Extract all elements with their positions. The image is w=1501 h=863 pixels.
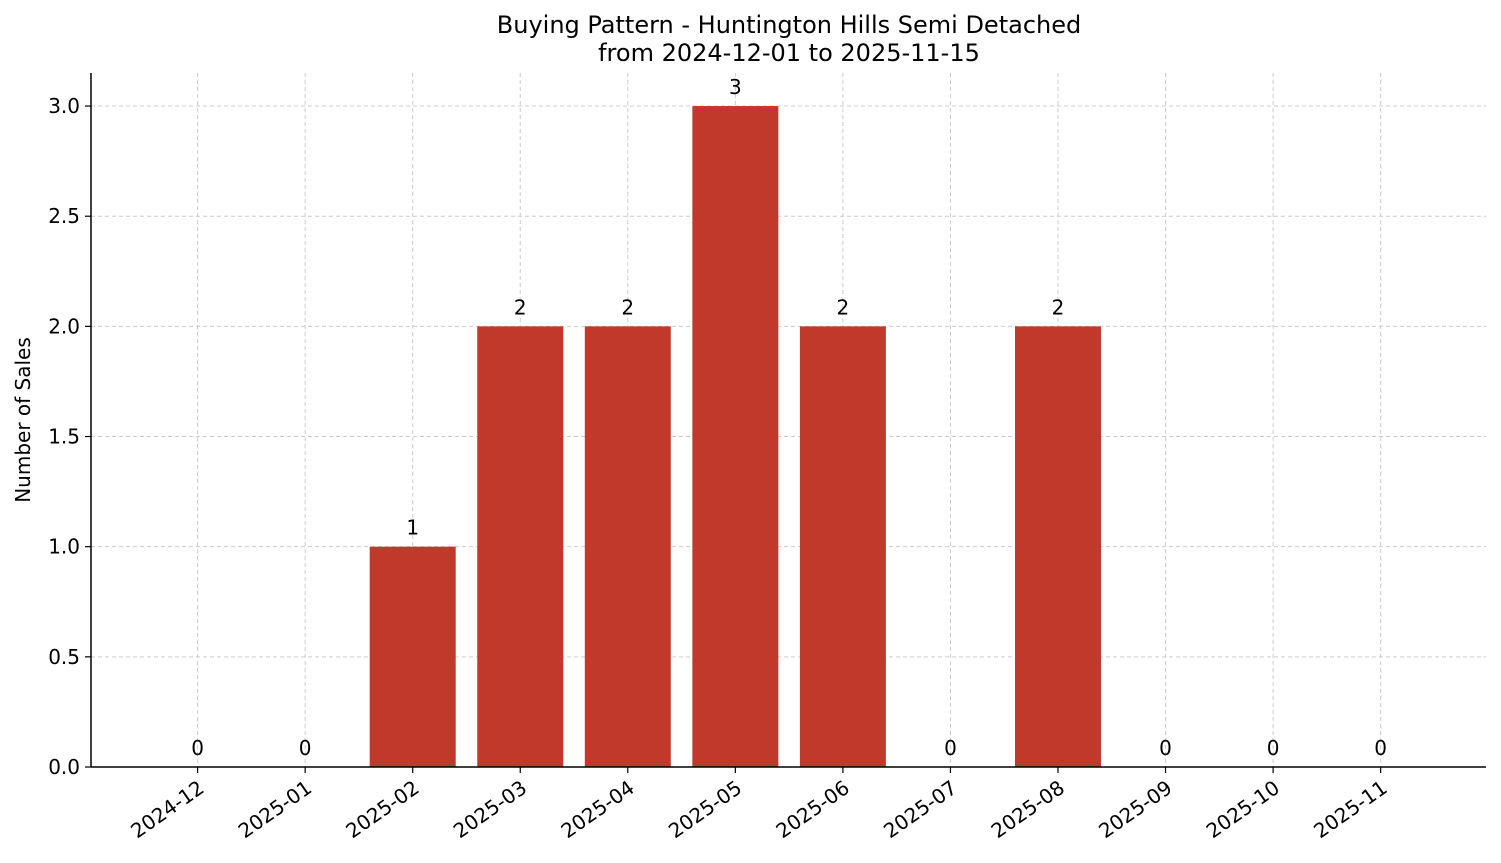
y-axis-label: Number of Sales (11, 337, 35, 503)
value-labels-layer: 0 0 1 2 2 3 2 0 2 0 0 0 (191, 75, 1387, 760)
x-tick-label: 2025-04 (556, 775, 638, 843)
bar (584, 326, 671, 767)
y-tick-label: 0.5 (48, 645, 80, 669)
y-tick-label: 2.5 (48, 204, 80, 228)
bar-value-label: 1 (406, 516, 419, 540)
y-tick-label: 1.5 (48, 425, 80, 449)
x-tick-label: 2025-02 (341, 775, 423, 843)
bar-value-label: 2 (837, 295, 850, 319)
bar-value-label: 2 (514, 295, 527, 319)
x-ticks-layer: 2024-12 2025-01 2025-02 2025-03 2025-04 2025-… (126, 767, 1392, 843)
bars-layer (369, 106, 1101, 768)
grid-layer (91, 73, 1486, 768)
x-tick-label: 2025-05 (664, 775, 746, 843)
bar-value-label: 2 (1052, 295, 1065, 319)
x-tick-label: 2025-10 (1202, 775, 1284, 843)
chart-title: Buying Pattern - Huntington Hills Semi D… (497, 11, 1081, 39)
x-tick-label: 2025-03 (449, 775, 531, 843)
bar (1015, 326, 1101, 767)
bar-value-label: 0 (1374, 736, 1387, 760)
x-tick-label: 2025-07 (879, 775, 961, 843)
y-tick-label: 2.0 (48, 314, 80, 338)
y-tick-label: 0.0 (48, 755, 80, 779)
bar (799, 326, 886, 767)
x-tick-label: 2024-12 (126, 775, 208, 843)
y-tick-label: 3.0 (48, 94, 80, 118)
bar-value-label: 0 (1267, 736, 1280, 760)
bar (692, 106, 779, 768)
bar (369, 546, 456, 767)
chart-subtitle: from 2024-12-01 to 2025-11-15 (598, 39, 980, 67)
x-tick-label: 2025-11 (1309, 775, 1391, 843)
x-tick-label: 2025-06 (772, 775, 854, 843)
y-tick-label: 1.0 (48, 535, 80, 559)
y-ticks-layer: 0.0 0.5 1.0 1.5 2.0 2.5 3.0 (48, 94, 91, 779)
x-tick-label: 2025-01 (234, 775, 316, 843)
bar-value-label: 0 (944, 736, 957, 760)
bar-value-label: 0 (191, 736, 204, 760)
x-tick-label: 2025-08 (987, 775, 1069, 843)
bar (477, 326, 564, 767)
bar-value-label: 0 (299, 736, 312, 760)
bar-value-label: 0 (1159, 736, 1172, 760)
bar-value-label: 2 (621, 295, 634, 319)
bar-value-label: 3 (729, 75, 742, 99)
x-tick-label: 2025-09 (1094, 775, 1176, 843)
